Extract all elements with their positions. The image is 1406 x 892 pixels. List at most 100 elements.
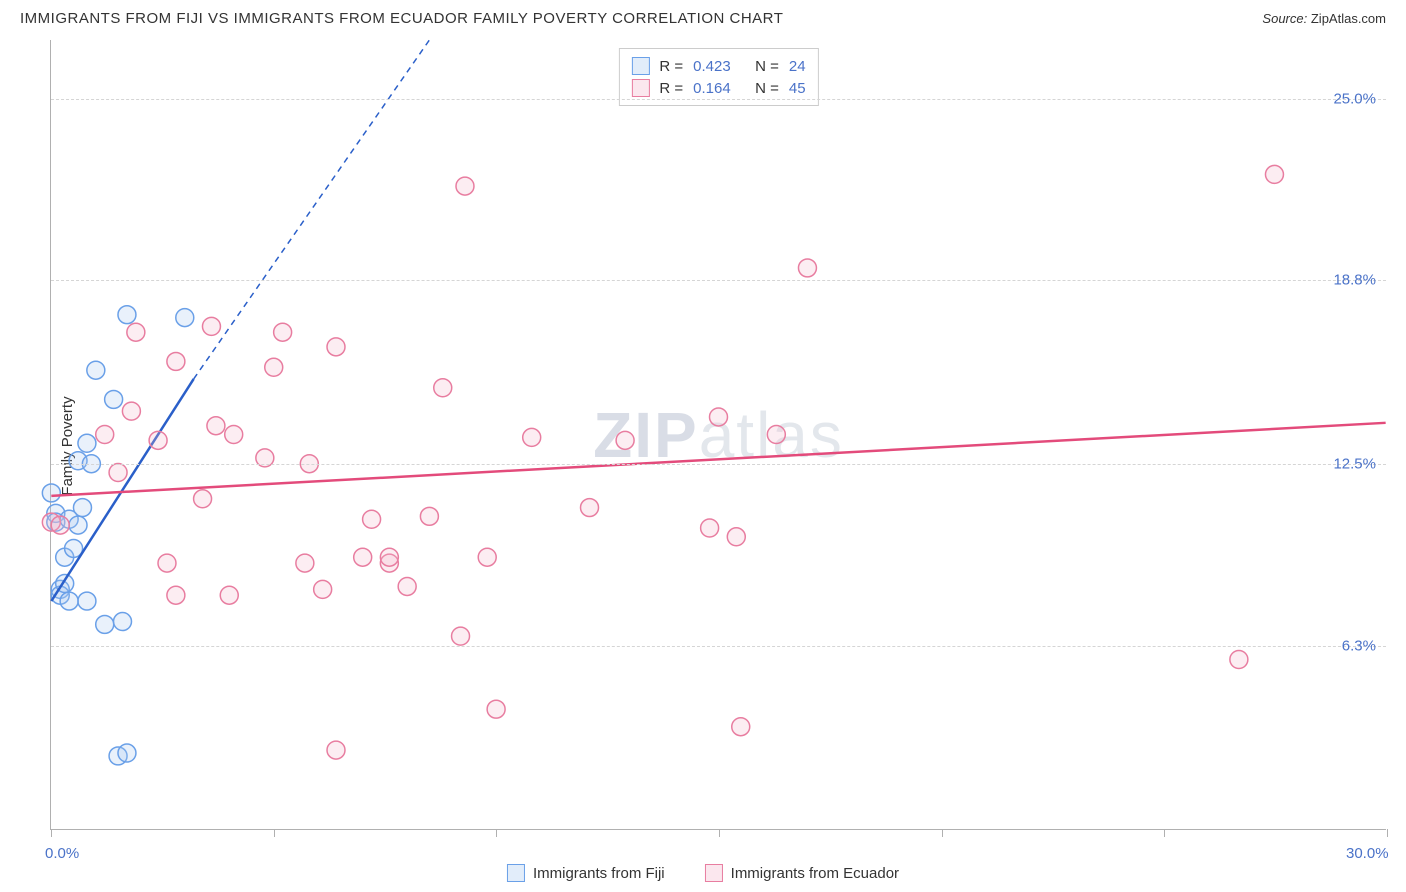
trend-line: [51, 423, 1385, 496]
data-point: [118, 306, 136, 324]
data-point: [202, 317, 220, 335]
data-point: [60, 592, 78, 610]
correlation-legend: R = 0.423 N = 24 R = 0.164 N = 45: [618, 48, 818, 106]
data-point: [220, 586, 238, 604]
y-tick-label: 12.5%: [1333, 456, 1376, 473]
gridline: [51, 464, 1386, 465]
legend-label: Immigrants from Fiji: [533, 865, 665, 882]
x-tick: [1387, 829, 1388, 837]
data-point: [42, 484, 60, 502]
gridline: [51, 99, 1386, 100]
data-point: [78, 592, 96, 610]
data-point: [487, 700, 505, 718]
data-point: [96, 426, 114, 444]
gridline: [51, 646, 1386, 647]
data-point: [616, 431, 634, 449]
r-label: R =: [659, 80, 683, 97]
data-point: [354, 548, 372, 566]
data-point: [727, 528, 745, 546]
data-point: [452, 627, 470, 645]
gridline: [51, 280, 1386, 281]
correlation-legend-row: R = 0.423 N = 24: [631, 55, 805, 77]
x-axis-max-label: 30.0%: [1346, 845, 1389, 862]
data-point: [363, 510, 381, 528]
data-point: [207, 417, 225, 435]
legend-item: Immigrants from Ecuador: [705, 864, 899, 882]
data-point: [51, 516, 69, 534]
data-point: [274, 323, 292, 341]
n-label: N =: [755, 80, 779, 97]
data-point: [149, 431, 167, 449]
x-tick: [51, 829, 52, 837]
legend-swatch-icon: [631, 79, 649, 97]
series-legend: Immigrants from Fiji Immigrants from Ecua…: [507, 864, 899, 882]
data-point: [96, 615, 114, 633]
n-label: N =: [755, 58, 779, 75]
data-point: [456, 177, 474, 195]
data-point: [296, 554, 314, 572]
data-point: [398, 577, 416, 595]
chart-title: IMMIGRANTS FROM FIJI VS IMMIGRANTS FROM …: [20, 10, 783, 27]
y-tick-label: 25.0%: [1333, 90, 1376, 107]
data-point: [167, 586, 185, 604]
legend-swatch-icon: [705, 864, 723, 882]
data-point: [105, 390, 123, 408]
legend-label: Immigrants from Ecuador: [731, 865, 899, 882]
y-tick-label: 18.8%: [1333, 271, 1376, 288]
data-point: [434, 379, 452, 397]
legend-swatch-icon: [631, 57, 649, 75]
data-point: [710, 408, 728, 426]
data-point: [327, 741, 345, 759]
data-point: [478, 548, 496, 566]
data-point: [69, 516, 87, 534]
data-point: [380, 548, 398, 566]
data-point: [122, 402, 140, 420]
legend-item: Immigrants from Fiji: [507, 864, 665, 882]
source-label: Source:: [1262, 11, 1307, 26]
n-value: 45: [789, 80, 806, 97]
data-point: [176, 309, 194, 327]
y-tick-label: 6.3%: [1342, 637, 1376, 654]
chart-plot-area: ZIPatlas R =0.423N =24R =0.164N =45 6.3%…: [50, 40, 1386, 830]
data-point: [225, 426, 243, 444]
data-point: [732, 718, 750, 736]
x-tick: [1164, 829, 1165, 837]
data-point: [327, 338, 345, 356]
data-point: [265, 358, 283, 376]
data-point: [118, 744, 136, 762]
x-tick: [496, 829, 497, 837]
data-point: [701, 519, 719, 537]
chart-header: IMMIGRANTS FROM FIJI VS IMMIGRANTS FROM …: [0, 0, 1406, 33]
data-point: [767, 426, 785, 444]
data-point: [78, 434, 96, 452]
x-tick: [719, 829, 720, 837]
correlation-legend-row: R = 0.164 N = 45: [631, 77, 805, 99]
data-point: [420, 507, 438, 525]
r-value: 0.423: [693, 58, 745, 75]
data-point: [114, 613, 132, 631]
r-label: R =: [659, 58, 683, 75]
data-point: [127, 323, 145, 341]
source-attribution: Source: ZipAtlas.com: [1262, 11, 1386, 26]
x-axis-min-label: 0.0%: [45, 845, 79, 862]
data-point: [798, 259, 816, 277]
data-point: [314, 580, 332, 598]
x-tick: [274, 829, 275, 837]
trend-line-extrapolated: [194, 40, 430, 379]
data-point: [194, 490, 212, 508]
source-name: ZipAtlas.com: [1311, 11, 1386, 26]
data-point: [523, 428, 541, 446]
data-point: [73, 499, 91, 517]
data-point: [158, 554, 176, 572]
data-point: [1230, 651, 1248, 669]
legend-swatch-icon: [507, 864, 525, 882]
r-value: 0.164: [693, 80, 745, 97]
x-tick: [942, 829, 943, 837]
data-point: [167, 352, 185, 370]
data-point: [87, 361, 105, 379]
data-point: [1265, 165, 1283, 183]
data-point: [581, 499, 599, 517]
data-point: [109, 464, 127, 482]
scatter-svg: [51, 40, 1386, 829]
n-value: 24: [789, 58, 806, 75]
